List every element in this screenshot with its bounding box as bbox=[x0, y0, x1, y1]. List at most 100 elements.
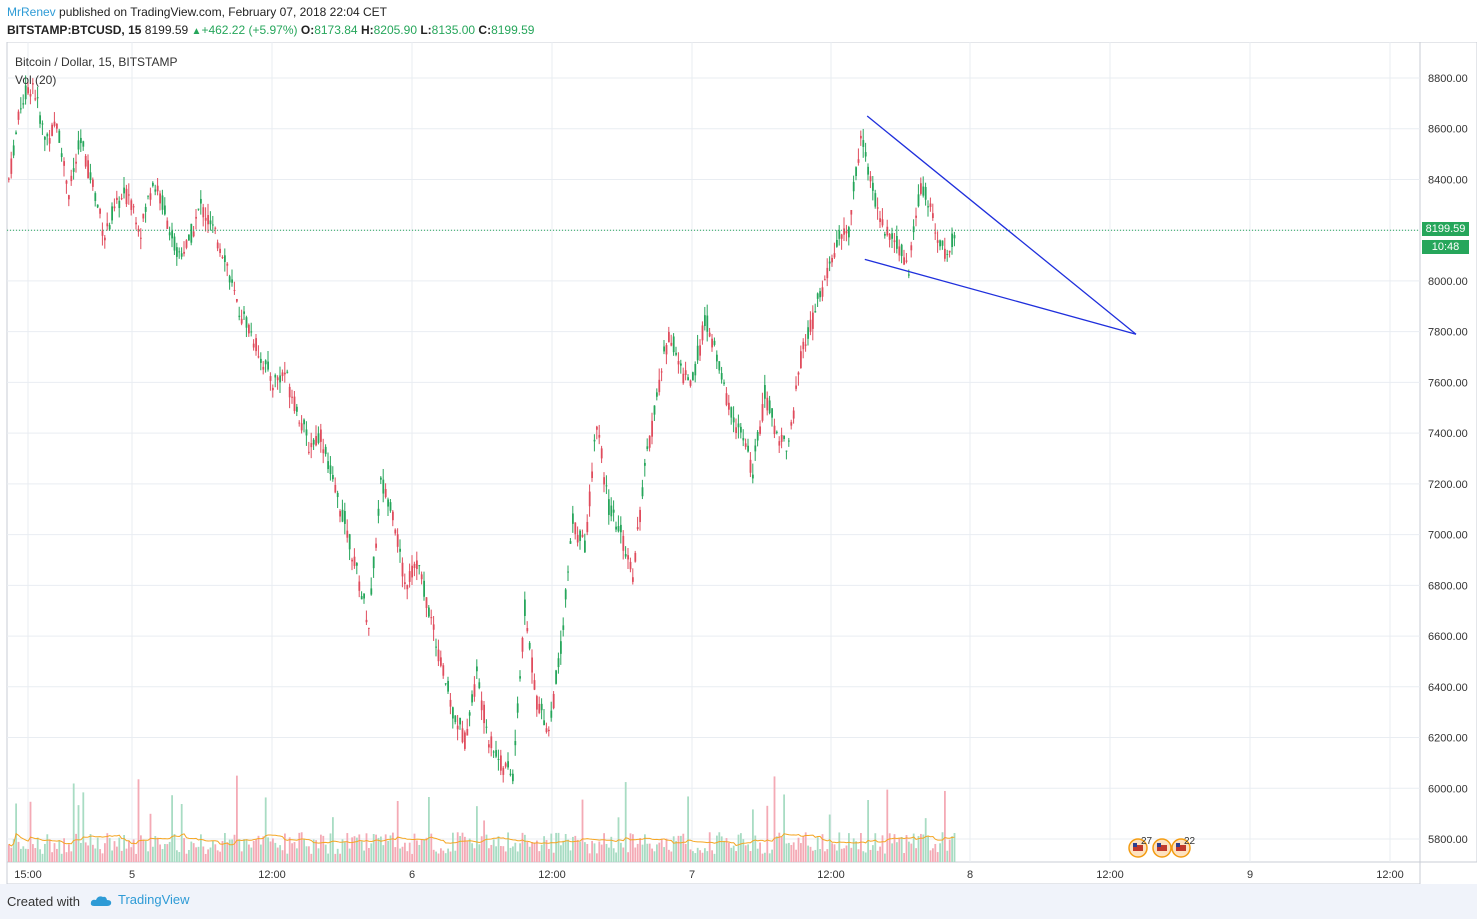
event-count: 22 bbox=[1184, 836, 1196, 847]
volume-bar bbox=[231, 839, 233, 862]
candle-body bbox=[17, 111, 20, 120]
volume-bar bbox=[264, 797, 267, 862]
candle-body bbox=[660, 371, 663, 373]
candle-body bbox=[576, 535, 579, 543]
volume-bar bbox=[876, 850, 879, 862]
candle-body bbox=[106, 223, 109, 227]
candle-body bbox=[442, 665, 445, 676]
volume-bar bbox=[24, 848, 27, 862]
candle-body bbox=[644, 462, 646, 466]
volume-bar bbox=[591, 840, 593, 862]
volume-bar bbox=[267, 837, 269, 862]
candle-body bbox=[430, 617, 433, 619]
volume-bar bbox=[552, 852, 555, 862]
volume-bar bbox=[660, 838, 663, 862]
volume-bar bbox=[545, 840, 548, 862]
volume-bar bbox=[305, 846, 308, 862]
candle-body bbox=[137, 228, 140, 232]
volume-bar bbox=[300, 832, 303, 862]
volume-bar bbox=[159, 844, 161, 862]
volume-bar bbox=[576, 839, 579, 862]
candle-body bbox=[608, 499, 610, 515]
volume-bar bbox=[560, 845, 562, 862]
volume-bar bbox=[356, 837, 358, 862]
volume-bar bbox=[857, 849, 860, 862]
x-tick-label: 7 bbox=[689, 869, 695, 881]
volume-bar bbox=[747, 844, 749, 862]
volume-bar bbox=[132, 839, 135, 862]
candle-body bbox=[99, 208, 101, 214]
candle-body bbox=[53, 121, 56, 126]
candle-body bbox=[912, 226, 915, 233]
candle-body bbox=[706, 315, 709, 332]
volume-bar bbox=[509, 847, 512, 862]
author-link[interactable]: MrRenev bbox=[7, 5, 56, 19]
volume-bar bbox=[108, 838, 111, 862]
volume-bar bbox=[135, 853, 137, 862]
volume-bar bbox=[214, 844, 217, 862]
volume-bar bbox=[34, 848, 37, 862]
volume-bar bbox=[905, 835, 908, 862]
candle-body bbox=[752, 474, 754, 479]
chart-area[interactable]: 5800.00 6000.00 6200.00 6400.00 6600.00 6800.… bbox=[0, 42, 1477, 884]
candle-body bbox=[593, 439, 596, 442]
flag-us-icon-stripe bbox=[1133, 845, 1143, 851]
price-chart[interactable]: 5800.00 6000.00 6200.00 6400.00 6600.00 6800.… bbox=[0, 42, 1477, 884]
flag-us-icon-canton bbox=[1133, 843, 1137, 847]
x-tick-label: 6 bbox=[409, 869, 415, 881]
volume-bar bbox=[548, 848, 550, 862]
volume-bar bbox=[795, 849, 797, 862]
x-tick-label: 12:00 bbox=[258, 869, 286, 881]
volume-bar bbox=[406, 851, 409, 862]
candle-body bbox=[334, 484, 337, 493]
candle-body bbox=[264, 360, 267, 365]
candle-body bbox=[694, 363, 697, 376]
volume-bar bbox=[12, 839, 15, 862]
candle-body bbox=[658, 379, 661, 393]
candle-body bbox=[257, 356, 260, 358]
candle-body bbox=[591, 471, 593, 478]
candle-body bbox=[195, 216, 197, 219]
volume-bar bbox=[449, 851, 452, 862]
volume-bar bbox=[221, 841, 224, 862]
volume-bar bbox=[269, 841, 272, 862]
x-tick-label: 9 bbox=[1247, 869, 1253, 881]
volume-bar bbox=[526, 841, 529, 862]
candle-body bbox=[171, 230, 173, 239]
tradingview-link[interactable]: TradingView bbox=[90, 892, 190, 907]
plot-area bbox=[6, 42, 1421, 863]
candle-body bbox=[869, 176, 872, 182]
candle-body bbox=[291, 396, 293, 398]
volume-bar bbox=[886, 789, 889, 862]
volume-bar bbox=[161, 849, 164, 862]
candle-body bbox=[435, 646, 437, 648]
volume-bar bbox=[212, 840, 214, 862]
volume-bar bbox=[533, 842, 536, 862]
candle-body bbox=[802, 341, 805, 350]
candle-body bbox=[898, 246, 901, 256]
candle-body bbox=[173, 236, 176, 251]
candle-body bbox=[665, 345, 668, 355]
volume-bar bbox=[944, 790, 946, 862]
volume-bar bbox=[56, 848, 58, 862]
volume-bar bbox=[111, 850, 113, 862]
volume-bar bbox=[200, 834, 202, 862]
volume-bar bbox=[29, 801, 32, 862]
candle-body bbox=[807, 327, 809, 339]
candle-body bbox=[262, 366, 265, 370]
candle-body bbox=[336, 492, 339, 498]
volume-bar bbox=[624, 782, 627, 862]
candle-body bbox=[310, 443, 313, 448]
candle-body bbox=[840, 234, 843, 239]
candle-body bbox=[267, 361, 269, 370]
volume-bar bbox=[888, 833, 891, 862]
candle-body bbox=[903, 257, 905, 265]
volume-bar bbox=[339, 853, 341, 862]
candle-body bbox=[315, 436, 317, 446]
volume-bar bbox=[461, 832, 464, 862]
candle-body bbox=[610, 505, 613, 517]
volume-bar bbox=[572, 836, 574, 862]
volume-bar bbox=[399, 848, 401, 862]
candle-body bbox=[480, 700, 483, 711]
low-label: L: bbox=[420, 23, 432, 37]
